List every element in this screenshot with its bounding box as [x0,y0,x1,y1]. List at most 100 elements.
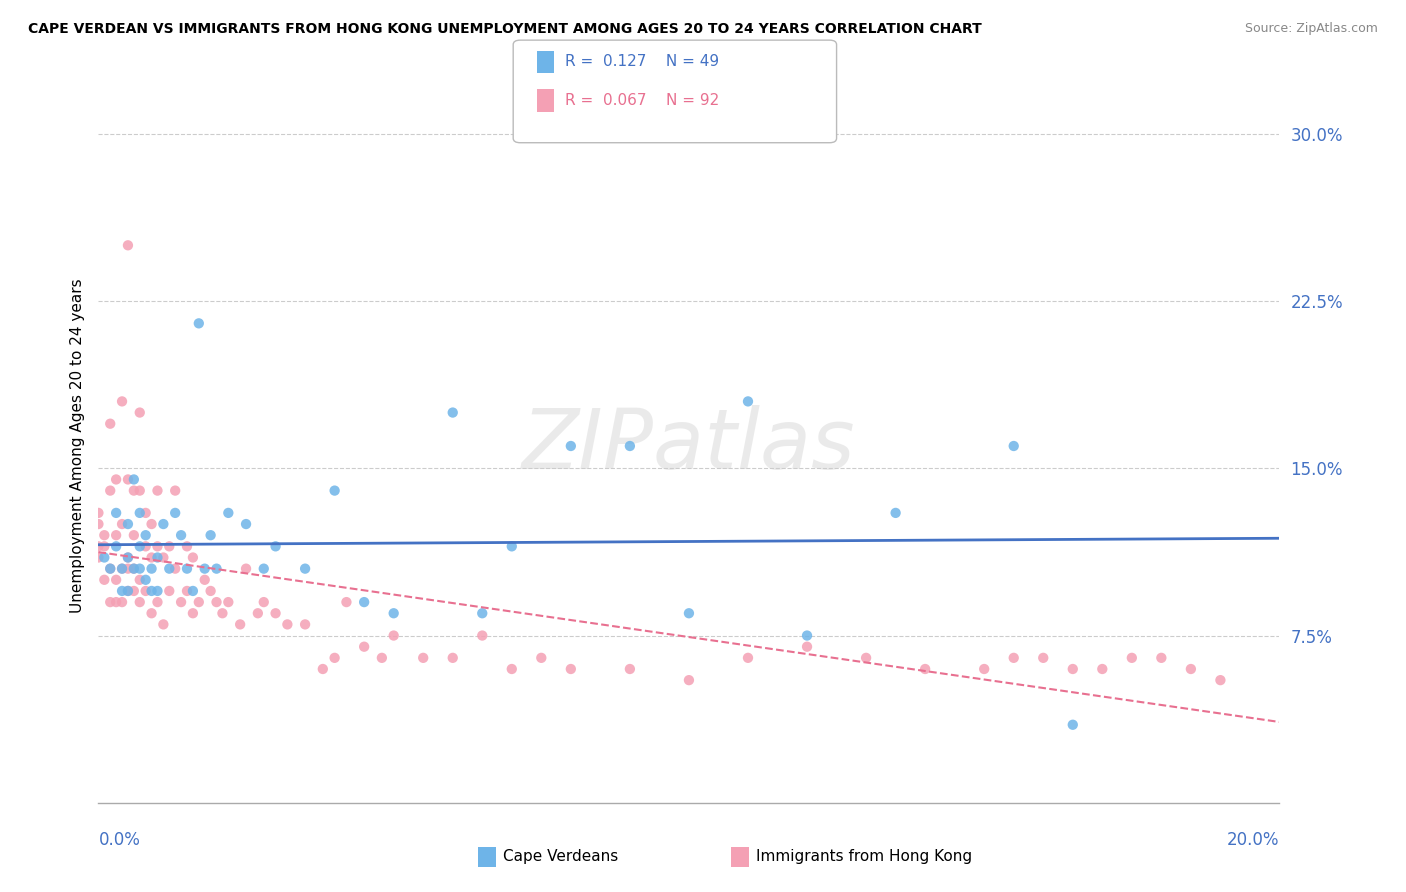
Point [146,539,169,553]
Text: CAPE VERDEAN VS IMMIGRANTS FROM HONG KONG UNEMPLOYMENT AMONG AGES 20 TO 24 YEARS: CAPE VERDEAN VS IMMIGRANTS FROM HONG KON… [28,22,981,37]
Point [205,595,228,609]
Point [93,528,115,542]
Point [128,506,150,520]
Point [128,573,150,587]
Point [855,651,877,665]
Point [98,562,121,576]
Point [737,394,759,409]
Point [111,516,134,531]
Point [205,562,228,576]
Point [1150,651,1173,665]
Point [1121,651,1143,665]
Point [157,562,180,576]
Point [1209,673,1232,687]
Text: 20.0%: 20.0% [1227,831,1279,849]
Point [678,673,700,687]
Point [471,607,494,621]
Point [165,506,187,520]
Point [105,573,128,587]
Point [1032,651,1054,665]
Point [128,562,150,576]
Point [194,562,217,576]
Point [335,595,357,609]
Point [87,516,110,531]
Point [914,662,936,676]
Point [111,595,134,609]
Point [105,473,128,487]
Point [530,651,553,665]
Point [441,651,464,665]
Point [122,473,145,487]
Point [117,473,139,487]
Point [181,550,204,565]
Point [87,506,110,520]
Point [146,483,169,498]
Point [93,573,115,587]
Point [501,539,523,553]
Point [128,483,150,498]
Point [98,417,121,431]
Point [973,662,995,676]
Point [382,628,405,642]
Point [187,595,209,609]
Point [1062,717,1084,731]
Point [135,506,157,520]
Point [170,528,193,542]
Point [200,528,222,542]
Text: 0.0%: 0.0% [98,831,141,849]
Point [264,607,287,621]
Point [312,662,335,676]
Point [152,516,174,531]
Point [128,595,150,609]
Point [141,562,163,576]
Point [1062,662,1084,676]
Point [194,573,217,587]
Point [122,562,145,576]
Point [382,607,405,621]
Point [157,539,180,553]
Point [200,583,222,598]
Point [98,595,121,609]
Point [176,562,198,576]
Point [141,550,163,565]
Point [737,651,759,665]
Point [181,583,204,598]
Text: Immigrants from Hong Kong: Immigrants from Hong Kong [756,849,973,863]
Text: ZIPatlas: ZIPatlas [522,406,856,486]
Y-axis label: Unemployment Among Ages 20 to 24 years: Unemployment Among Ages 20 to 24 years [69,278,84,614]
Point [98,562,121,576]
Point [117,550,139,565]
Point [235,516,257,531]
Point [105,539,128,553]
Point [353,640,375,654]
Text: Source: ZipAtlas.com: Source: ZipAtlas.com [1244,22,1378,36]
Point [117,583,139,598]
Point [441,405,464,419]
Point [135,539,157,553]
Point [181,607,204,621]
Point [560,439,582,453]
Point [276,617,298,632]
Point [176,583,198,598]
Text: R =  0.127    N = 49: R = 0.127 N = 49 [565,54,720,70]
Point [796,640,818,654]
Point [165,483,187,498]
Point [87,539,110,553]
Point [253,562,276,576]
Point [111,562,134,576]
Point [117,238,139,252]
Point [117,583,139,598]
Point [135,583,157,598]
Point [217,506,239,520]
Point [105,595,128,609]
Point [117,550,139,565]
Point [128,539,150,553]
Point [87,550,110,565]
Point [560,662,582,676]
Point [264,539,287,553]
Point [122,583,145,598]
Point [323,651,346,665]
Point [141,516,163,531]
Point [884,506,907,520]
Point [141,583,163,598]
